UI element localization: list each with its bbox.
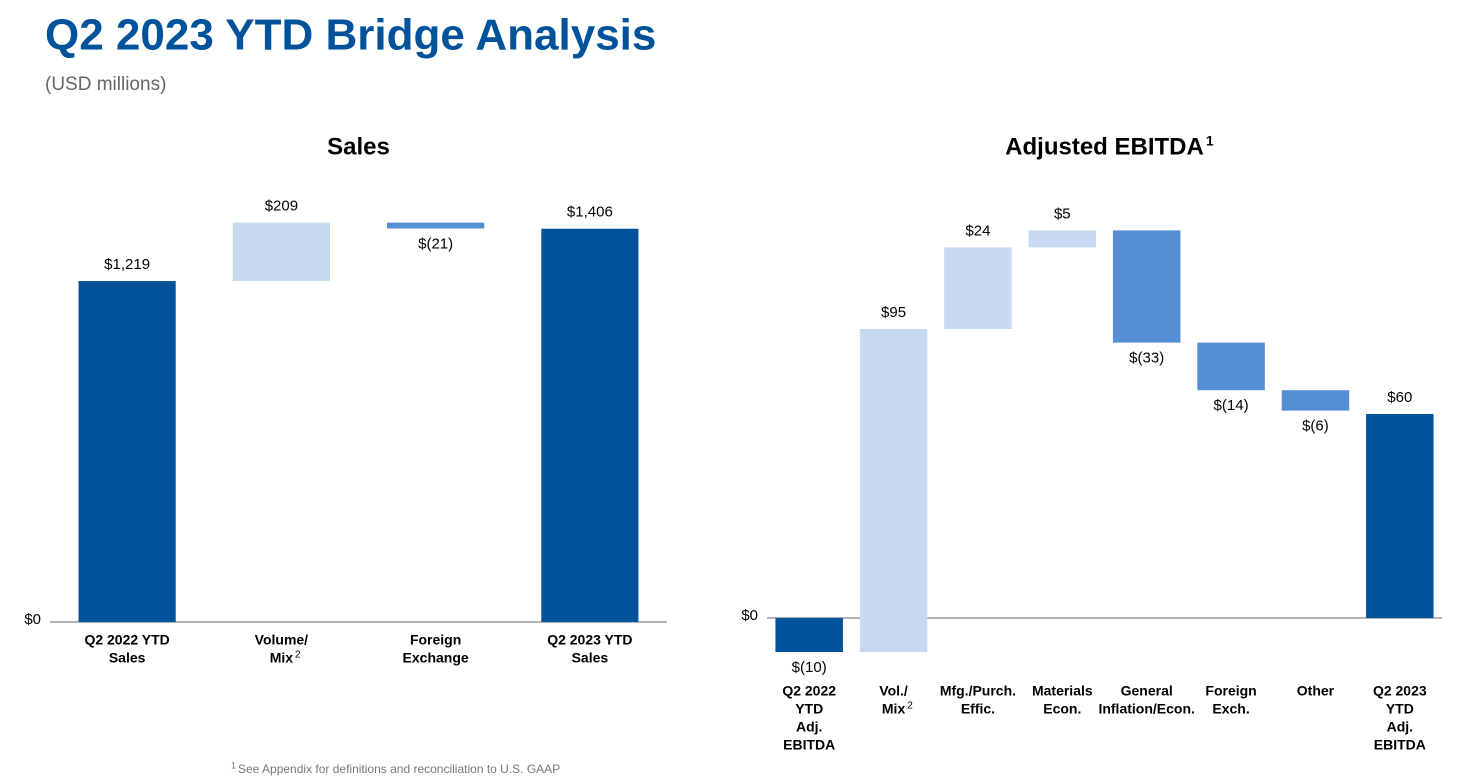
x-tick-label: Adj. [796, 719, 822, 735]
value-label: $1,219 [104, 256, 150, 273]
x-tick-label: YTD [1386, 701, 1414, 717]
x-tick-label: YTD [795, 701, 823, 717]
x-tick-label: Exchange [403, 650, 469, 666]
x-tick-label: Inflation/Econ. [1098, 701, 1194, 717]
value-label: $60 [1387, 389, 1412, 406]
value-label: $5 [1054, 205, 1071, 222]
chart-title: Sales [327, 133, 390, 160]
slide-title: Q2 2023 YTD Bridge Analysis [45, 11, 656, 60]
footnote: See Appendix for definitions and reconci… [238, 762, 560, 776]
category-note: 2 [907, 701, 913, 712]
value-label: $209 [265, 198, 298, 215]
x-tick-label: Sales [109, 650, 146, 666]
x-tick-label: Vol./ [879, 683, 908, 699]
y-tick-label: $0 [24, 611, 41, 628]
x-tick-label: Foreign [410, 632, 461, 648]
bar [1028, 230, 1097, 248]
x-tick-label: Q2 2022 [782, 683, 836, 699]
x-tick-label: Q2 2023 [1373, 683, 1427, 699]
bar [944, 247, 1012, 329]
x-tick-label: Econ. [1043, 701, 1081, 717]
value-label: $(33) [1129, 350, 1164, 367]
x-tick-label: Sales [572, 650, 609, 666]
x-tick-label: Mfg./Purch. [940, 683, 1016, 699]
x-tick-label: Q2 2023 YTD [547, 632, 632, 648]
x-tick-label: Other [1297, 683, 1335, 699]
bar [1112, 230, 1181, 343]
bar [1281, 390, 1350, 411]
x-tick-label: Q2 2022 YTD [84, 632, 169, 648]
bar [775, 618, 843, 652]
x-tick-label: Mix [270, 650, 294, 666]
x-tick-label: General [1121, 683, 1173, 699]
value-label: $(6) [1302, 418, 1329, 435]
bar [1197, 342, 1265, 391]
value-label: $(10) [792, 659, 827, 676]
x-tick-label: Effic. [961, 701, 995, 717]
x-tick-label: Volume/ [255, 632, 309, 648]
value-label: $1,406 [567, 204, 613, 221]
x-tick-label: Foreign [1205, 683, 1256, 699]
category-note: 2 [295, 650, 301, 661]
value-label: $24 [965, 222, 990, 239]
x-tick-label: Adj. [1387, 719, 1413, 735]
x-tick-label: EBITDA [1374, 737, 1426, 753]
bar [1366, 414, 1434, 618]
bar [232, 222, 330, 282]
x-tick-label: Mix [882, 701, 906, 717]
title-note: 1 [1206, 133, 1214, 149]
value-label: $95 [881, 304, 906, 321]
bar [859, 329, 928, 652]
subtitle: (USD millions) [45, 74, 166, 95]
value-label: $(14) [1214, 397, 1249, 414]
footnote-mark: 1 [231, 760, 236, 770]
bar [78, 281, 176, 622]
value-label: $(21) [418, 235, 453, 252]
y-tick-label: $0 [741, 607, 758, 624]
x-tick-label: Exch. [1212, 701, 1249, 717]
bar [541, 228, 639, 622]
x-tick-label: Materials [1032, 683, 1093, 699]
x-tick-label: EBITDA [783, 737, 835, 753]
bar [387, 222, 485, 229]
chart-title: Adjusted EBITDA [1005, 133, 1204, 160]
